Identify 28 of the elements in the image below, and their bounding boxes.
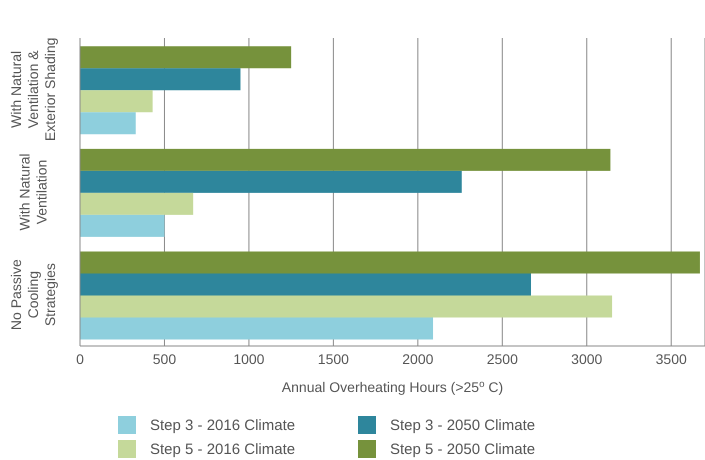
x-tick-label: 3500 [656,350,687,367]
x-tick-label: 2000 [402,350,434,367]
x-tick-label: 3000 [571,350,603,367]
x-tick-label: 500 [152,350,176,367]
bar [80,296,612,318]
legend-label: Step 3 - 2016 Climate [150,416,296,434]
bar [80,148,610,171]
bar [80,214,164,237]
legend-label: Step 3 - 2050 Climate [390,416,536,434]
x-tick-label: 2500 [486,350,518,367]
bar [80,68,240,90]
legend-label: Step 5 - 2016 Climate [150,440,296,458]
bar [80,90,153,112]
y-tick-label: With Natural Ventilation [16,153,50,231]
legend-label: Step 5 - 2050 Climate [390,440,536,458]
y-tick-label: No Passive Cooling Strategies [8,259,58,330]
x-tick-label: 1500 [318,350,350,367]
bar [80,170,462,193]
bar [80,192,194,215]
bar [80,318,434,340]
bar [80,46,292,68]
x-tick-label: 0 [76,350,84,367]
y-tick-label: With Natural Ventilation & Exterior Shading [8,38,58,142]
bar [80,112,136,134]
x-tick-label: 1000 [233,350,265,367]
bar [80,252,700,274]
x-axis-title: Annual Overheating Hours (>25$^{o}$ C) [282,378,504,395]
bar [80,274,532,296]
